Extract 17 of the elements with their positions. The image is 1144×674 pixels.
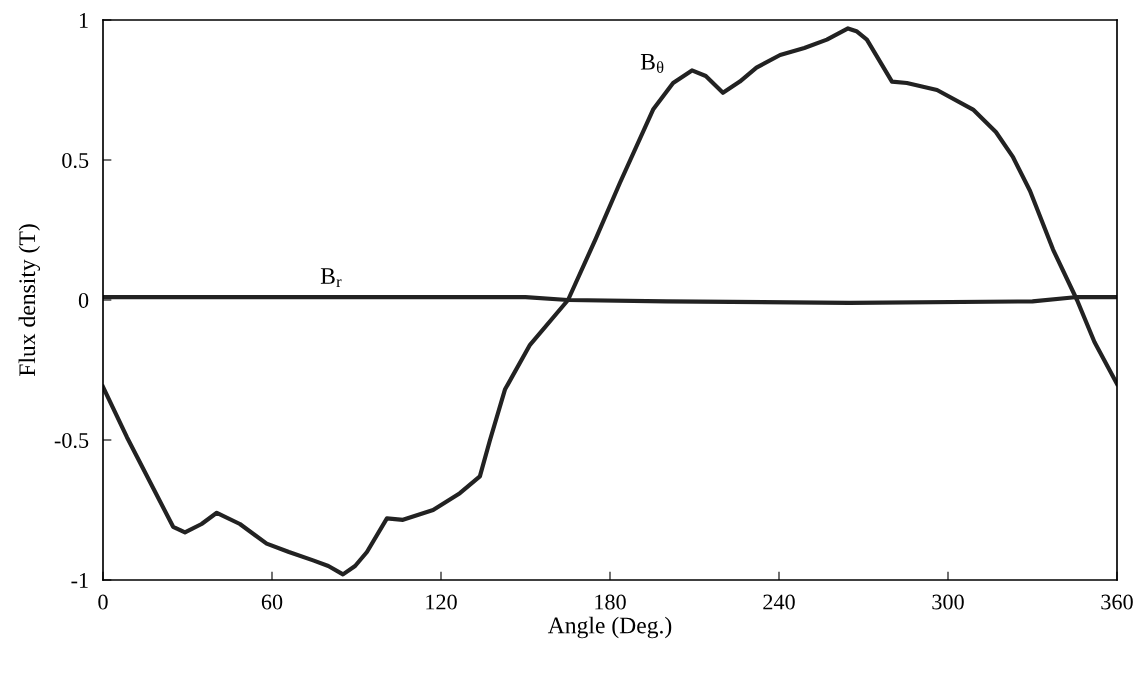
- annotation: B$_{θ}$: [640, 54, 664, 73]
- x-tick-label: 300: [932, 594, 964, 610]
- annotation: B$_{r}$: [320, 268, 342, 287]
- x-tick-label: 180: [595, 594, 626, 610]
- y-tick-label: -1: [71, 573, 88, 588]
- y-axis-title: Flux density (T): [18, 224, 41, 377]
- y-tick-label: 1: [79, 13, 88, 28]
- x-tick-label: 240: [763, 594, 795, 610]
- y-tick-label: -0.5: [54, 432, 89, 449]
- x-tick-label: 120: [426, 594, 457, 610]
- x-tick-label: 0: [98, 594, 108, 610]
- x-tick-label: 60: [261, 594, 283, 610]
- y-tick-label: 0.5: [62, 152, 89, 169]
- x-axis-title: Angle (Deg.): [547, 616, 672, 639]
- y-tick-label: 0: [78, 292, 89, 308]
- x-tick-label: 360: [1101, 594, 1133, 610]
- line-series: [103, 26, 1117, 577]
